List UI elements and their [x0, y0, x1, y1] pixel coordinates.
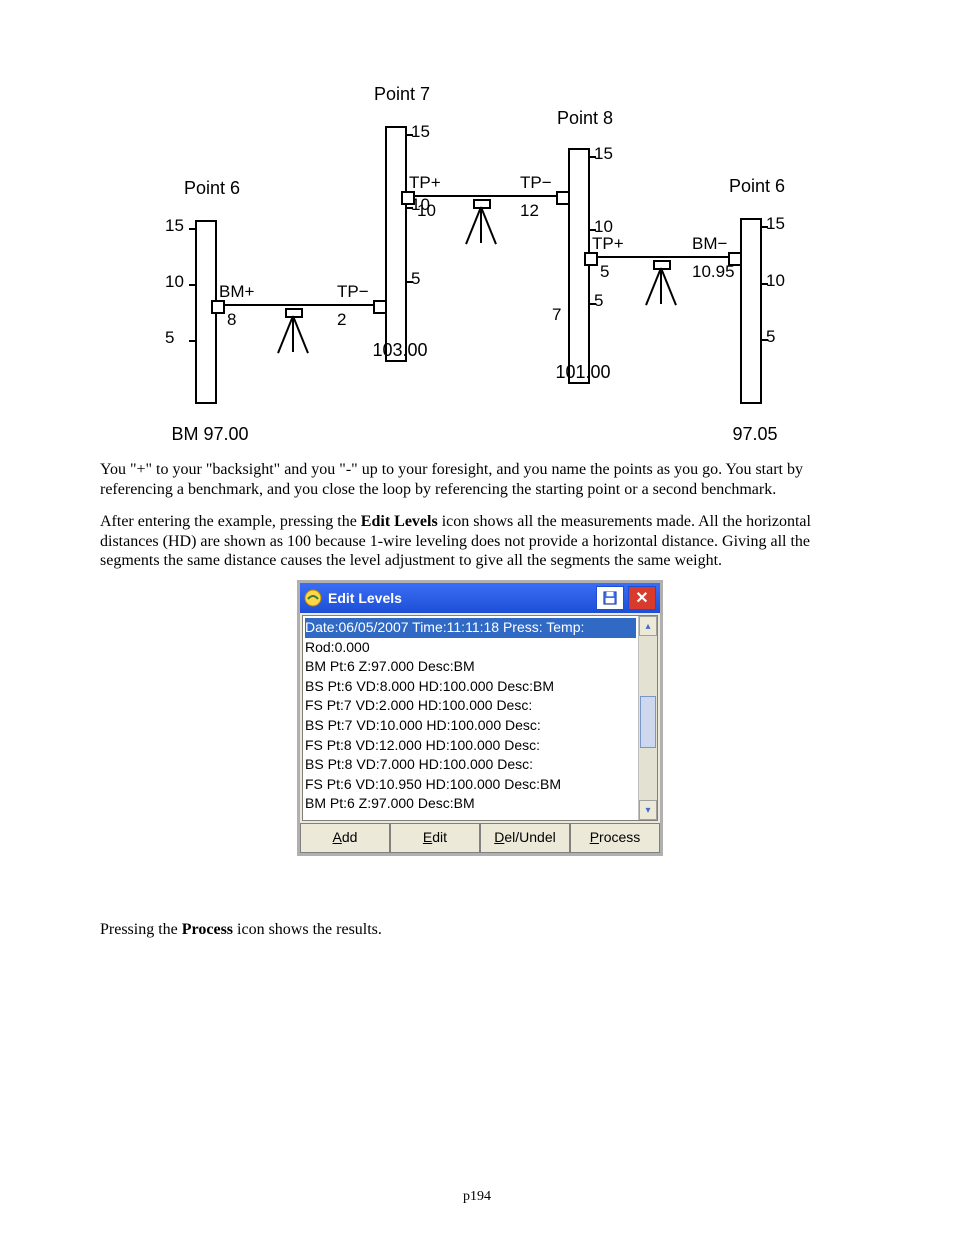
sight-label: BM− [692, 234, 727, 254]
list-item[interactable]: Date:06/05/2007 Time:11:11:18 Press: Tem… [305, 618, 636, 638]
sight-label: TP+ [592, 234, 624, 254]
sight-value: 8 [227, 310, 236, 330]
tripod-icon [640, 260, 680, 308]
process-button[interactable]: Process [570, 823, 660, 853]
rod-tick [189, 340, 197, 342]
rod-tick-label: 5 [766, 327, 775, 347]
rod-tick-label: 10 [766, 271, 785, 291]
sight-value: 12 [520, 201, 539, 221]
rod-tick [189, 228, 197, 230]
leveling-diagram: Point 615105BM 97.00Point 715105103.00Po… [100, 78, 860, 438]
sight-label: TP− [337, 282, 369, 302]
level-rod [385, 126, 407, 362]
sight-label: TP− [520, 173, 552, 193]
document-page: Point 6 15 10 5 BM 97.00 Point 7 15 10 5 103.00 Po… [0, 0, 954, 1235]
app-icon [304, 589, 322, 607]
rod-tick-label: 15 [766, 214, 785, 234]
dialog-button-row: Add Edit Del/Undel Process [300, 823, 660, 853]
dialog-title: Edit Levels [328, 590, 402, 606]
close-icon: ✕ [635, 588, 648, 608]
sight-label: BM+ [219, 282, 254, 302]
rod-base-label: 101.00 [528, 362, 638, 383]
vertical-scrollbar[interactable]: ▴ ▾ [638, 616, 657, 820]
sight-value: 10 [417, 201, 436, 221]
sight-value: 5 [600, 262, 609, 282]
paragraph-3a: Pressing the [100, 921, 182, 938]
list-item[interactable]: BM Pt:6 Z:97.000 Desc:BM [305, 794, 636, 814]
list-item[interactable]: BM Pt:6 Z:97.000 Desc:BM [305, 657, 636, 677]
save-button[interactable] [596, 586, 624, 610]
add-rest: dd [342, 829, 358, 845]
rod-base-label: 103.00 [345, 340, 455, 361]
dialog-titlebar[interactable]: Edit Levels ✕ [300, 583, 660, 613]
rod-tick [189, 284, 197, 286]
add-mnemonic: A [333, 829, 342, 845]
rod-title: Point 7 [357, 84, 447, 105]
paragraph-3b: icon shows the results. [233, 921, 382, 938]
paragraph-1: You "+" to your "backsight" and you "-" … [100, 460, 854, 499]
list-item[interactable]: FS Pt:8 VD:12.000 HD:100.000 Desc: [305, 736, 636, 756]
paragraph-2a: After entering the example, pressing the [100, 513, 361, 530]
delundel-button[interactable]: Del/Undel [480, 823, 570, 853]
rod-tick-label: 5 [594, 291, 603, 311]
tripod-icon [460, 199, 500, 247]
sight-label: TP+ [409, 173, 441, 193]
close-button[interactable]: ✕ [628, 586, 656, 610]
process-rest: rocess [599, 829, 640, 845]
page-number: p194 [0, 1189, 954, 1205]
process-bold: Process [182, 921, 233, 938]
scroll-thumb[interactable] [640, 696, 656, 748]
list-item[interactable]: BS Pt:8 VD:7.000 HD:100.000 Desc: [305, 755, 636, 775]
rod-tick-label: 15 [594, 144, 613, 164]
floppy-icon [603, 591, 617, 605]
sight-value: 2 [337, 310, 346, 330]
rod-tick-label: 5 [411, 269, 420, 289]
rod-title: Point 6 [167, 178, 257, 199]
edit-levels-bold: Edit Levels [361, 513, 438, 530]
paragraph-2: After entering the example, pressing the… [100, 512, 854, 571]
rod-tick-label: 15 [165, 216, 184, 236]
levels-listbox[interactable]: Date:06/05/2007 Time:11:11:18 Press: Tem… [303, 616, 638, 820]
rod-extra-label: 7 [552, 305, 561, 325]
rod-base-label: BM 97.00 [155, 424, 265, 445]
rod-title: Point 8 [540, 108, 630, 129]
rod-title: Point 6 [712, 176, 802, 197]
list-item[interactable]: FS Pt:6 VD:10.950 HD:100.000 Desc:BM [305, 775, 636, 795]
sight-line [213, 304, 385, 306]
paragraph-3: Pressing the Process icon shows the resu… [100, 920, 854, 940]
edit-rest: dit [432, 829, 447, 845]
delundel-rest: el/Undel [504, 829, 555, 845]
list-item[interactable]: Rod:0.000 [305, 638, 636, 658]
add-button[interactable]: Add [300, 823, 390, 853]
sight-line [403, 195, 568, 197]
list-item[interactable]: BS Pt:6 VD:8.000 HD:100.000 Desc:BM [305, 677, 636, 697]
scroll-up-button[interactable]: ▴ [639, 616, 657, 636]
scroll-down-button[interactable]: ▾ [639, 800, 657, 820]
sight-value: 10.95 [692, 262, 735, 282]
levels-list-container: Date:06/05/2007 Time:11:11:18 Press: Tem… [302, 615, 658, 821]
chevron-up-icon: ▴ [645, 621, 650, 632]
level-rod [568, 148, 590, 384]
edit-button[interactable]: Edit [390, 823, 480, 853]
list-item[interactable]: BS Pt:7 VD:10.000 HD:100.000 Desc: [305, 716, 636, 736]
sight-line [586, 256, 740, 258]
edit-levels-dialog: Edit Levels ✕ Date:06/05/2007 Time:11:11… [297, 580, 663, 856]
edit-mnemonic: E [423, 829, 432, 845]
rod-tick-label: 15 [411, 122, 430, 142]
tripod-icon [272, 308, 312, 356]
rod-tick-label: 5 [165, 328, 174, 348]
rod-tick-label: 10 [165, 272, 184, 292]
delundel-mnemonic: D [494, 829, 504, 845]
chevron-down-icon: ▾ [645, 805, 650, 816]
level-rod [740, 218, 762, 404]
rod-base-label: 97.05 [700, 424, 810, 445]
list-item[interactable]: FS Pt:7 VD:2.000 HD:100.000 Desc: [305, 696, 636, 716]
process-mnemonic: P [590, 829, 599, 845]
